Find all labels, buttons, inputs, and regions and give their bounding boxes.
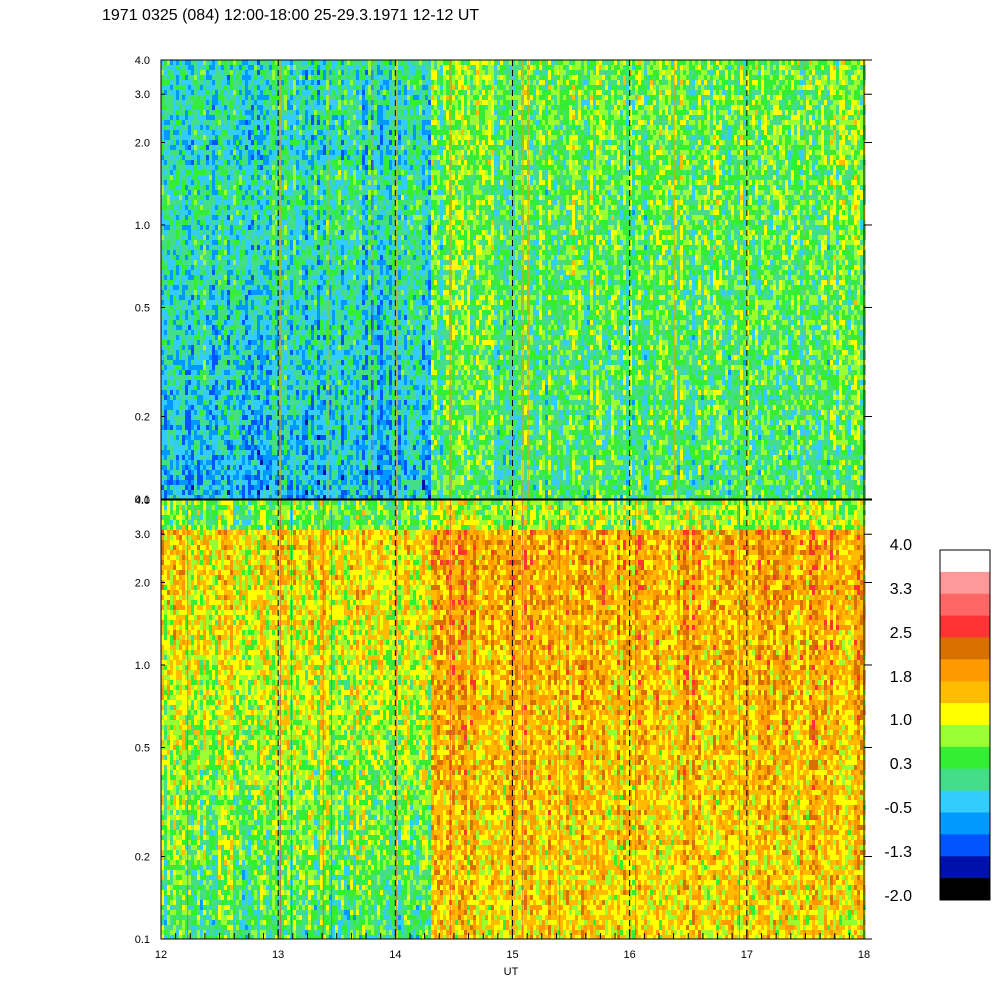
x-tick-label: 12: [155, 949, 167, 961]
y-tick-label: 4.0: [135, 495, 150, 507]
y-tick-label: 0.2: [135, 852, 150, 864]
colorbar-segment: [940, 638, 990, 660]
colorbar-label: 3.3: [890, 581, 912, 598]
colorbar-label: 1.0: [890, 712, 912, 729]
colorbar-segment: [940, 594, 990, 616]
chart-title: 1971 0325 (084) 12:00-18:00 25-29.3.1971…: [102, 7, 479, 24]
colorbar-segment: [940, 878, 990, 900]
colorbar-segment: [940, 834, 990, 856]
colorbar-segment: [940, 769, 990, 791]
colorbar-label: -2.0: [884, 888, 912, 905]
y-tick-label: 4.0: [135, 55, 150, 67]
colorbar-label: 0.3: [890, 756, 912, 773]
colorbar-segment: [940, 659, 990, 681]
colorbar-segment: [940, 681, 990, 703]
colorbar: 4.0 3.3 2.5 1.8 1.0 0.3 -0.5 -1.3 -2.0: [884, 537, 990, 905]
colorbar-segment: [940, 572, 990, 594]
y-tick-label: 0.5: [135, 742, 150, 754]
lower-spectrogram-panel: [161, 500, 866, 939]
colorbar-segment: [940, 747, 990, 769]
y-tick-label: 0.1: [135, 934, 150, 946]
y-tick-label: 0.2: [135, 412, 150, 424]
y-tick-label: 3.0: [135, 529, 150, 541]
colorbar-segment: [940, 791, 990, 813]
colorbar-segment: [940, 856, 990, 878]
y-tick-label: 1.0: [135, 220, 150, 232]
y-tick-label: 1.0: [135, 660, 150, 672]
y-tick-label: 3.0: [135, 89, 150, 101]
x-tick-label: 17: [741, 949, 753, 961]
colorbar-label: -0.5: [884, 800, 912, 817]
colorbar-segment: [940, 813, 990, 835]
colorbar-label: 1.8: [890, 669, 912, 686]
x-axis-label: UT: [504, 966, 519, 978]
y-tick-label: 2.0: [135, 577, 150, 589]
x-tick-label: 15: [506, 949, 518, 961]
colorbar-label: 4.0: [890, 537, 912, 554]
colorbar-label: 2.5: [890, 625, 912, 642]
colorbar-segment: [940, 616, 990, 638]
colorbar-segment: [940, 550, 990, 572]
colorbar-segment: [940, 725, 990, 747]
x-tick-label: 13: [272, 949, 284, 961]
upper-spectrogram-panel: [161, 60, 866, 499]
x-tick-label: 16: [624, 949, 636, 961]
colorbar-segment: [940, 703, 990, 725]
x-tick-label: 14: [389, 949, 401, 961]
colorbar-label: -1.3: [884, 844, 912, 861]
y-tick-label: 2.0: [135, 137, 150, 149]
y-tick-label: 0.5: [135, 302, 150, 314]
x-tick-label: 18: [858, 949, 870, 961]
